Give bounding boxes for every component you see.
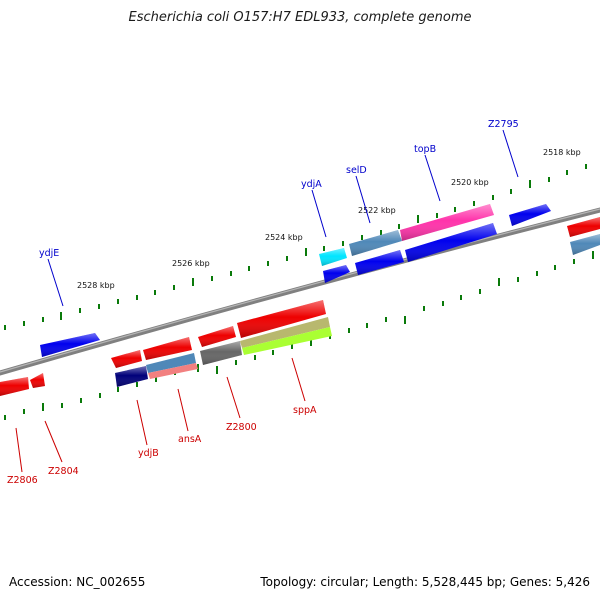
gene-reverse-salmon[interactable] — [148, 363, 198, 379]
label-Z2804: Z2804 — [48, 466, 79, 477]
label-ydjB: ydjB — [138, 448, 159, 459]
label-Z2800: Z2800 — [226, 422, 257, 433]
label-ydjE: ydjE — [39, 248, 59, 259]
forward-leaders — [47, 129, 519, 307]
gene-reverse-olive[interactable] — [240, 317, 330, 348]
scale-label-2520: 2520 kbp — [451, 178, 489, 187]
genome-backbone-highlight — [0, 208, 600, 373]
label-topB: topB — [414, 144, 436, 155]
topology-summary: Topology: circular; Length: 5,528,445 bp… — [260, 575, 590, 589]
reverse-leaders — [15, 357, 306, 473]
scale-label-2522: 2522 kbp — [358, 206, 396, 215]
label-sppA: sppA — [293, 405, 317, 416]
forward-genes — [40, 204, 600, 357]
reverse-genes — [0, 300, 332, 396]
label-ydjA: ydjA — [301, 179, 322, 190]
label-selD: selD — [346, 165, 367, 176]
scale-label-2526: 2526 kbp — [172, 259, 210, 268]
scale-label-2528: 2528 kbp — [77, 281, 115, 290]
gene-reverse-lime[interactable] — [242, 327, 332, 355]
outer-tick-track — [4, 164, 587, 330]
genome-backbone — [0, 207, 600, 376]
label-Z2806: Z2806 — [7, 475, 38, 486]
map-title: Escherichia coli O157:H7 EDL933, complet… — [128, 10, 472, 25]
label-Z2795: Z2795 — [488, 119, 519, 130]
scale-label-2518: 2518 kbp — [543, 148, 581, 157]
inner-tick-track — [4, 251, 594, 420]
label-ansA: ansA — [178, 434, 202, 445]
scale-label-2524: 2524 kbp — [265, 233, 303, 242]
gene-reverse-steel[interactable] — [146, 353, 196, 373]
accession-text: Accession: NC_002655 — [9, 575, 146, 589]
